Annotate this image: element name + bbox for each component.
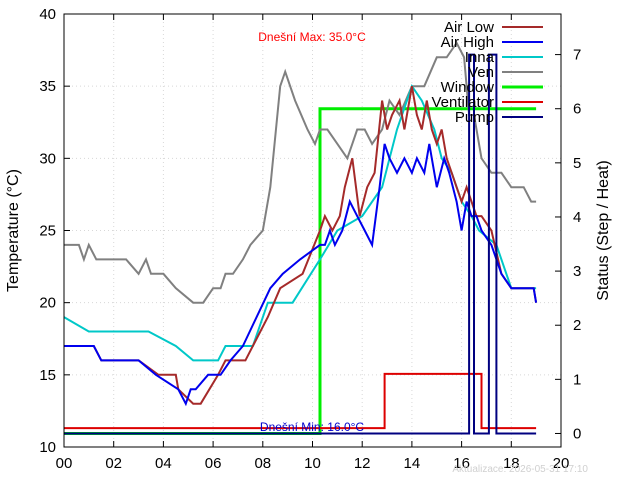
x-tick-label: 10 [304,455,321,472]
series-line-ventilator [64,372,537,430]
legend-label: Window [441,79,495,96]
y-axis-label: Temperature (°C) [5,169,22,292]
x-tick-label: 12 [354,455,371,472]
legend-label: Inna [465,49,495,66]
y2-tick-label: 4 [573,209,581,226]
series-line-window [64,107,537,435]
y-tick-label: 25 [39,223,56,240]
y-tick-label: 30 [39,150,56,167]
x-tick-label: 08 [254,455,271,472]
y2-tick-label: 0 [573,425,581,442]
y2-tick-label: 1 [573,371,581,388]
max-annotation: Dnešní Max: 35.0°C [258,30,366,44]
legend-label: Air Low [444,19,494,36]
y-tick-label: 10 [39,439,56,456]
x-tick-label: 00 [56,455,73,472]
x-tick-label: 06 [205,455,222,472]
min-annotation: Dnešní Min: 16.0°C [260,420,365,434]
y2-tick-label: 3 [573,263,581,280]
series-line-air-high [64,143,538,407]
y2-tick-label: 5 [573,155,581,172]
y2-tick-label: 7 [573,47,581,64]
y-tick-label: 15 [39,367,56,384]
legend-label: Ventilator [431,94,494,111]
x-tick-label: 20 [553,455,570,472]
legend-label: Air High [441,34,494,51]
y2-tick-label: 6 [573,101,581,118]
legend-label: Ven [468,64,494,81]
series-layer [63,40,538,435]
series-line-ven [64,40,537,304]
y-tick-label: 40 [39,6,56,23]
y-tick-label: 20 [39,295,56,312]
series-line-pump [64,53,537,435]
y-tick-label: 35 [39,78,56,95]
y2-tick-label: 2 [573,317,581,334]
x-tick-label: 18 [503,455,520,472]
x-tick-label: 16 [453,455,470,472]
legend-label: Pump [455,109,494,126]
x-tick-label: 04 [155,455,172,472]
series-line-air-low [64,86,538,405]
x-tick-label: 02 [105,455,122,472]
series-line-inna [63,83,537,362]
y2-axis-label: Status (Step / Heat) [595,160,612,301]
x-tick-label: 14 [404,455,421,472]
axis-ticks: 00 02 04 06 08 10 12 14 16 18 20101520253035400123… [39,6,581,472]
timestamp: Aktualizace: 2026-05-31 17:10 [452,464,588,475]
